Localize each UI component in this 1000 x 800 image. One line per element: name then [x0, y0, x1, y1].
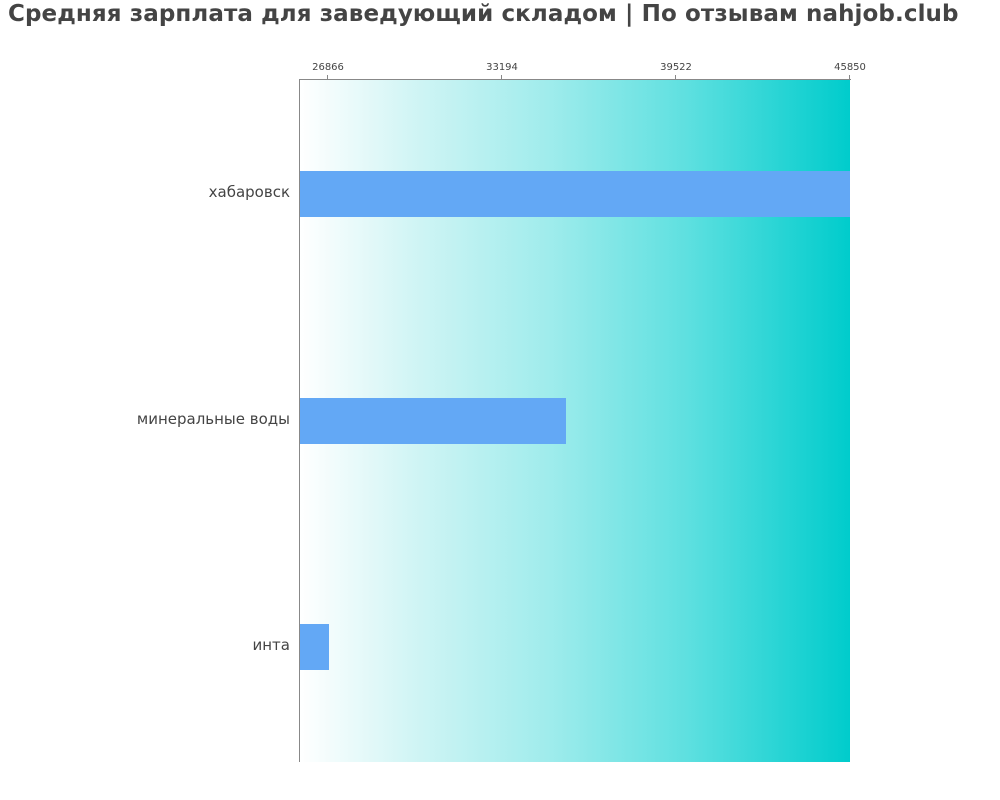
chart-title: Средняя зарплата для заведующий складом … [8, 1, 959, 27]
x-tick-label: 33194 [486, 62, 518, 73]
x-tick-mark [849, 75, 850, 80]
x-tick-label: 39522 [660, 62, 692, 73]
bar [300, 398, 566, 444]
category-label: минеральные воды [136, 410, 290, 428]
x-axis-line [299, 79, 851, 80]
x-tick-mark [501, 75, 502, 80]
x-tick-mark [327, 75, 328, 80]
category-label: инта [252, 636, 291, 654]
bar [300, 624, 329, 670]
x-tick-mark [675, 75, 676, 80]
x-tick-label: 26866 [312, 62, 344, 73]
category-label: хабаровск [208, 183, 290, 201]
bar [300, 171, 850, 217]
y-axis-line [299, 80, 300, 762]
x-tick-label: 45850 [834, 62, 866, 73]
